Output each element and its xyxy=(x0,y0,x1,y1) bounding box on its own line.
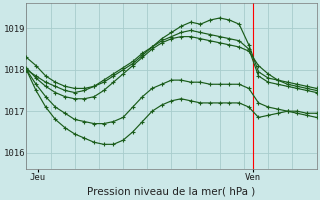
X-axis label: Pression niveau de la mer( hPa ): Pression niveau de la mer( hPa ) xyxy=(87,187,256,197)
